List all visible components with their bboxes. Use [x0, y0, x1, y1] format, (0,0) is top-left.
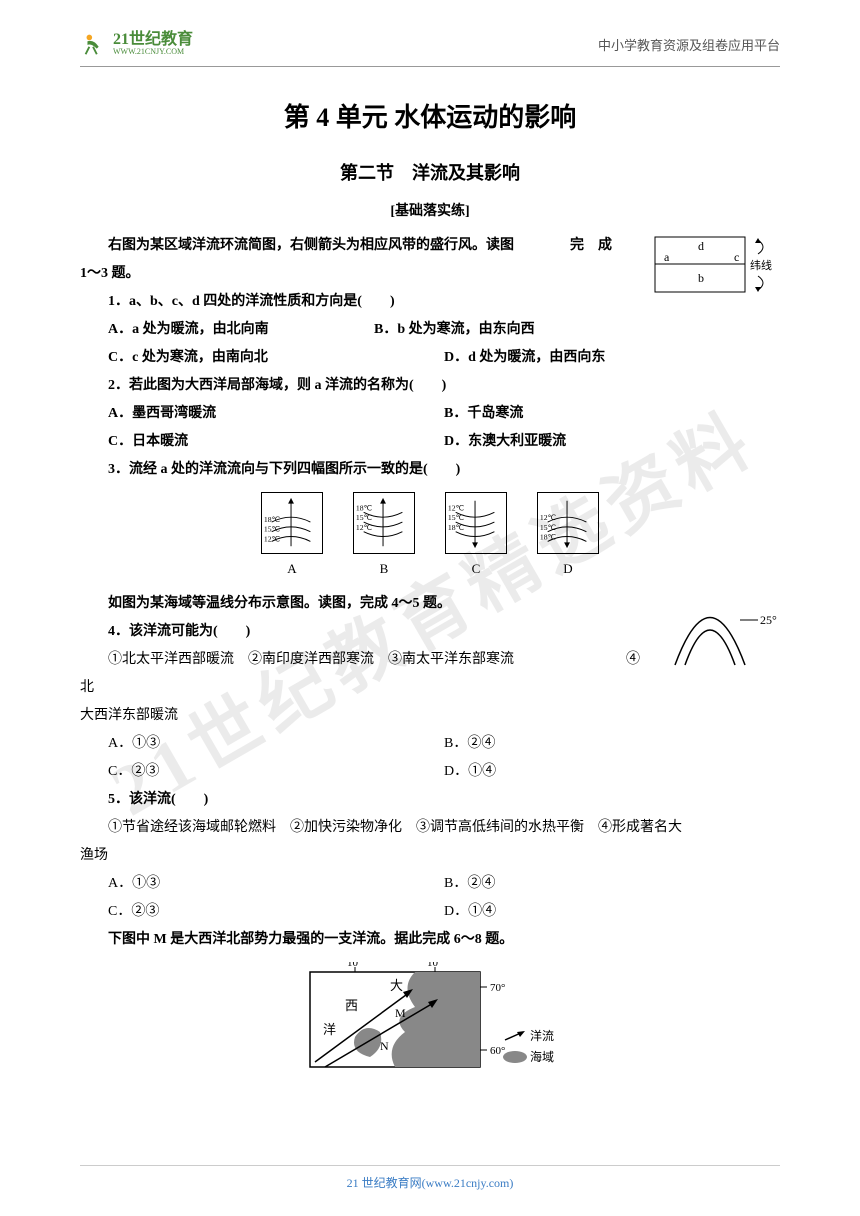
page-footer: 21 世纪教育网(www.21cnjy.com)	[80, 1165, 780, 1191]
q2-opt-c: C．日本暖流	[108, 428, 444, 456]
logo-sub-text: WWW.21CNJY.COM	[113, 48, 193, 56]
svg-text:18℃: 18℃	[448, 523, 465, 532]
q5-opt-a: A．①③	[108, 870, 444, 898]
q1-opt-d: D．d 处为暖流，由西向东	[444, 344, 780, 372]
svg-text:西: 西	[345, 998, 358, 1013]
q2-opt-d: D．东澳大利亚暖流	[444, 428, 780, 456]
q1-opt-c: C．c 处为寒流，由南向北	[108, 344, 444, 372]
q5-opt-c: C．②③	[108, 898, 444, 926]
diag1-lat: 纬线	[750, 258, 772, 272]
svg-text:大: 大	[390, 978, 403, 993]
svg-text:海域: 海域	[530, 1049, 554, 1064]
q3-img-a: 18℃ 15℃ 12℃ A	[261, 492, 323, 582]
intro-3: 下图中 M 是大西洋北部势力最强的一支洋流。据此完成 6～8 题。	[80, 926, 780, 954]
section-title: 第二节 洋流及其影响	[80, 159, 780, 185]
q3-option-images: 18℃ 15℃ 12℃ A 18℃ 15℃ 12℃ B	[80, 492, 780, 582]
q5-desc2: 渔场	[80, 842, 780, 870]
svg-text:15℃: 15℃	[264, 525, 281, 534]
q4-desc2: 大西洋东部暖流	[80, 702, 780, 730]
svg-text:12℃: 12℃	[264, 534, 281, 543]
q3-img-c: 12℃ 15℃ 18℃ C	[445, 492, 507, 582]
page-header: 21世纪教育 WWW.21CNJY.COM 中小学教育资源及组卷应用平台	[80, 30, 780, 67]
svg-text:18℃: 18℃	[264, 515, 281, 524]
q3-label-b: B	[353, 556, 415, 582]
q5-stem: 5．该洋流( )	[108, 786, 780, 814]
logo-text: 21世纪教育 WWW.21CNJY.COM	[113, 32, 193, 56]
svg-text:18℃: 18℃	[356, 503, 373, 512]
q5-opt-b: B．②④	[444, 870, 780, 898]
svg-text:10°: 10°	[427, 962, 442, 969]
q5-desc: ①节省途经该海域邮轮燃料 ②加快污染物净化 ③调节高低纬间的水热平衡 ④形成著名…	[80, 814, 780, 842]
svg-text:70°: 70°	[490, 982, 505, 994]
q2-stem: 2．若此图为大西洋局部海域，则 a 洋流的名称为( )	[108, 372, 780, 400]
intro-2: 如图为某海域等温线分布示意图。读图，完成 4～5 题。	[80, 590, 780, 618]
q4-opt-c: C．②③	[108, 758, 444, 786]
svg-text:15℃: 15℃	[448, 513, 465, 522]
q3-stem: 3．流经 a 处的洋流流向与下列四幅图所示一致的是( )	[108, 456, 780, 484]
logo-icon	[80, 30, 108, 58]
unit-title: 第 4 单元 水体运动的影响	[80, 97, 780, 134]
logo: 21世纪教育 WWW.21CNJY.COM	[80, 30, 193, 58]
svg-text:15℃: 15℃	[356, 513, 373, 522]
svg-text:洋: 洋	[323, 1022, 336, 1037]
svg-text:12℃: 12℃	[540, 513, 557, 522]
intro-1: 右图为某区域洋流环流简图，右侧箭头为相应风带的盛行风。读图 完 成	[80, 232, 780, 260]
logo-main-text: 21世纪教育	[113, 32, 193, 48]
q3-label-c: C	[445, 556, 507, 582]
map-diagram: 10° 10° 70° 60° 大 西 洋 M N 洋流 海域	[80, 962, 780, 1077]
page-content: 21世纪教育 WWW.21CNJY.COM 中小学教育资源及组卷应用平台 第 4…	[0, 0, 860, 1105]
q4-opt-d: D．①④	[444, 758, 780, 786]
q4-opt-b: B．②④	[444, 730, 780, 758]
q1-opt-a: A．a 处为暖流，由北向南	[108, 316, 374, 344]
q5-opt-d: D．①④	[444, 898, 780, 926]
q3-label-d: D	[537, 556, 599, 582]
q4-opt-a: A．①③	[108, 730, 444, 758]
svg-text:M: M	[395, 1006, 406, 1020]
exercise-label: [基础落实练]	[80, 200, 780, 220]
q2-opt-b: B．千岛寒流	[444, 400, 780, 428]
content-body: a d c b 纬线 右图为某区域洋流环流简图，右侧箭头为相应风带的盛行风。读图…	[80, 232, 780, 1077]
diag1-b: b	[698, 271, 704, 285]
svg-text:18℃: 18℃	[540, 532, 557, 541]
q3-img-b: 18℃ 15℃ 12℃ B	[353, 492, 415, 582]
svg-text:12℃: 12℃	[356, 523, 373, 532]
header-right-text: 中小学教育资源及组卷应用平台	[598, 35, 780, 54]
q3-img-d: 12℃ 15℃ 18℃ D	[537, 492, 599, 582]
q1-opt-b: B．b 处为寒流，由东向西	[374, 316, 640, 344]
svg-text:10°: 10°	[347, 962, 362, 969]
svg-text:15℃: 15℃	[540, 523, 557, 532]
svg-text:60°: 60°	[490, 1045, 505, 1057]
svg-text:12℃: 12℃	[448, 503, 465, 512]
q3-label-a: A	[261, 556, 323, 582]
q4-desc: ①北太平洋西部暖流 ②南印度洋西部寒流 ③南太平洋东部寒流 ④ 北	[80, 646, 780, 702]
svg-text:N: N	[380, 1039, 389, 1053]
svg-text:洋流: 洋流	[530, 1028, 554, 1043]
q2-opt-a: A．墨西哥湾暖流	[108, 400, 444, 428]
